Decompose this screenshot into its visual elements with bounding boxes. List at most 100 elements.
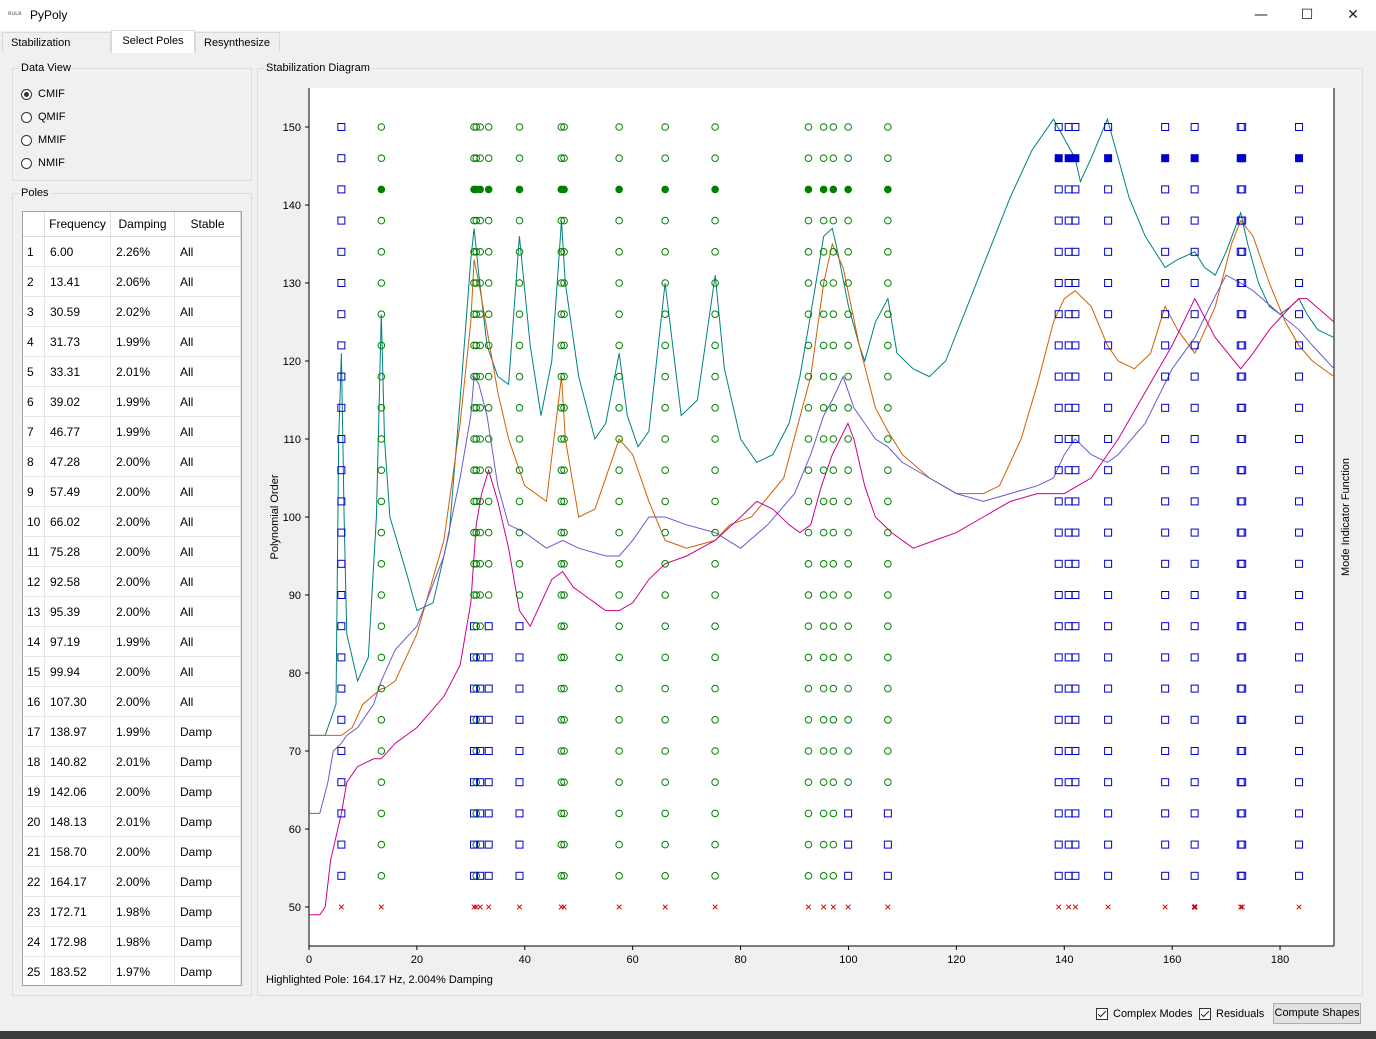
table-row[interactable]: 6 39.02 1.99% All — [23, 387, 241, 417]
stable-pole-marker — [615, 747, 623, 755]
data-view-title: Data View — [19, 62, 73, 74]
table-row[interactable]: 23 172.71 1.98% Damp — [23, 897, 241, 927]
stable-pole-marker — [884, 435, 892, 443]
unstable-pole-marker — [662, 904, 668, 910]
table-row[interactable]: 12 92.58 2.00% All — [23, 567, 241, 597]
stable-pole-marker — [557, 716, 566, 724]
freq-stable-pole-marker — [1071, 684, 1080, 693]
stable-pole-marker — [472, 404, 481, 412]
table-row[interactable]: 5 33.31 2.01% All — [23, 357, 241, 387]
row-number: 18 — [23, 747, 45, 777]
maximize-button[interactable]: ☐ — [1300, 7, 1314, 23]
table-row[interactable]: 22 164.17 2.00% Damp — [23, 867, 241, 897]
freq-stable-pole-marker — [515, 653, 524, 662]
radio-nmif[interactable]: NMIF — [21, 154, 65, 172]
table-row[interactable]: 3 30.59 2.02% All — [23, 297, 241, 327]
freq-stable-pole-marker — [1054, 185, 1063, 194]
freq-stable-pole-marker — [1161, 559, 1170, 568]
freq-stable-pole-marker — [1071, 809, 1080, 818]
stable-pole-marker — [711, 560, 719, 568]
table-row[interactable]: 24 172.98 1.98% Damp — [23, 927, 241, 957]
tab-stabilization-setup[interactable]: Stabilization Setup — [2, 32, 111, 69]
stable-pole-marker — [557, 560, 566, 568]
stable-pole-marker — [557, 279, 566, 287]
stable-pole-marker — [515, 248, 524, 256]
table-row[interactable]: 16 107.30 2.00% All — [23, 687, 241, 717]
stable-pole-marker — [377, 279, 386, 287]
tab-resynthesize[interactable]: Resynthesize — [195, 32, 280, 52]
table-row[interactable]: 20 148.13 2.01% Damp — [23, 807, 241, 837]
freq-stable-pole-marker — [1295, 747, 1304, 755]
freq-stable-pole-marker — [1190, 279, 1199, 287]
stable-pole-marker — [819, 185, 828, 194]
radio-mmif[interactable]: MMIF — [21, 131, 66, 149]
freq-stable-pole-marker — [1238, 591, 1247, 599]
residuals-checkbox[interactable]: Residuals — [1199, 1005, 1264, 1023]
complex-modes-checkbox[interactable]: Complex Modes — [1096, 1005, 1192, 1023]
table-row[interactable]: 7 46.77 1.99% All — [23, 417, 241, 447]
stable-pole-marker — [804, 154, 813, 162]
table-row[interactable]: 11 75.28 2.00% All — [23, 537, 241, 567]
stable-pole-marker — [472, 497, 481, 506]
y-axis-label: Polynomial Order — [269, 474, 281, 559]
stable-pole-marker — [844, 185, 852, 194]
frequency-cell: 92.58 — [45, 567, 111, 597]
table-row[interactable]: 15 99.94 2.00% All — [23, 657, 241, 687]
stable-pole-marker — [884, 778, 892, 787]
stable-pole-marker — [829, 185, 838, 194]
stable-pole-marker — [560, 809, 568, 818]
damping-cell: 1.98% — [111, 897, 175, 927]
table-row[interactable]: 8 47.28 2.00% All — [23, 447, 241, 477]
compute-shapes-button[interactable]: Compute Shapes — [1273, 1003, 1361, 1024]
freq-stable-pole-marker — [1238, 341, 1247, 350]
damping-cell: 2.00% — [111, 477, 175, 507]
table-row[interactable]: 19 142.06 2.00% Damp — [23, 777, 241, 807]
close-button[interactable]: ✕ — [1347, 7, 1359, 23]
freq-stable-pole-marker — [1161, 279, 1170, 287]
mif-curve — [309, 297, 1335, 916]
table-row[interactable]: 13 95.39 2.00% All — [23, 597, 241, 627]
header-stable[interactable]: Stable — [175, 212, 241, 236]
table-row[interactable]: 9 57.49 2.00% All — [23, 477, 241, 507]
freq-stable-pole-marker — [1161, 216, 1170, 225]
stable-pole-marker — [844, 778, 852, 787]
table-row[interactable]: 10 66.02 2.00% All — [23, 507, 241, 537]
row-number: 12 — [23, 567, 45, 597]
frequency-cell: 66.02 — [45, 507, 111, 537]
stable-pole-marker — [557, 622, 566, 631]
header-damping[interactable]: Damping — [111, 212, 175, 236]
minimize-button[interactable]: — — [1254, 7, 1268, 23]
freq-stable-pole-marker — [1104, 715, 1113, 724]
stable-pole-marker — [615, 591, 623, 599]
row-number: 17 — [23, 717, 45, 747]
stable-cell: All — [175, 267, 241, 297]
y-tick-label: 50 — [289, 902, 301, 914]
frequency-cell: 164.17 — [45, 867, 111, 897]
stable-pole-marker — [515, 591, 524, 599]
stable-pole-marker — [829, 840, 838, 849]
table-row[interactable]: 17 138.97 1.99% Damp — [23, 717, 241, 747]
stable-pole-marker — [711, 872, 719, 880]
freq-stable-pole-marker — [1104, 559, 1113, 568]
stable-pole-marker — [844, 435, 852, 443]
stable-pole-marker — [829, 341, 838, 350]
stable-pole-marker — [484, 154, 493, 162]
table-row[interactable]: 14 97.19 1.99% All — [23, 627, 241, 657]
tab-select-poles[interactable]: Select Poles — [111, 30, 195, 53]
table-row[interactable]: 25 183.52 1.97% Damp — [23, 957, 241, 985]
table-row[interactable]: 1 6.00 2.26% All — [23, 237, 241, 267]
title-bar: ʀᴜʟʀ PyPoly — ☐ ✕ — [0, 0, 1376, 31]
radio-cmif[interactable]: CMIF — [21, 85, 65, 103]
unstable-pole-marker — [1191, 903, 1198, 911]
unstable-pole-marker — [1296, 904, 1302, 910]
x-tick-label: 40 — [519, 954, 531, 966]
radio-qmif[interactable]: QMIF — [21, 108, 66, 126]
table-row[interactable]: 21 158.70 2.00% Damp — [23, 837, 241, 867]
poles-table[interactable]: Frequency Damping Stable 1 6.00 2.26% All 2 1… — [22, 211, 242, 986]
table-row[interactable]: 4 31.73 1.99% All — [23, 327, 241, 357]
stable-pole-marker — [560, 248, 568, 256]
table-row[interactable]: 2 13.41 2.06% All — [23, 267, 241, 297]
table-row[interactable]: 18 140.82 2.01% Damp — [23, 747, 241, 777]
header-frequency[interactable]: Frequency — [45, 212, 111, 236]
